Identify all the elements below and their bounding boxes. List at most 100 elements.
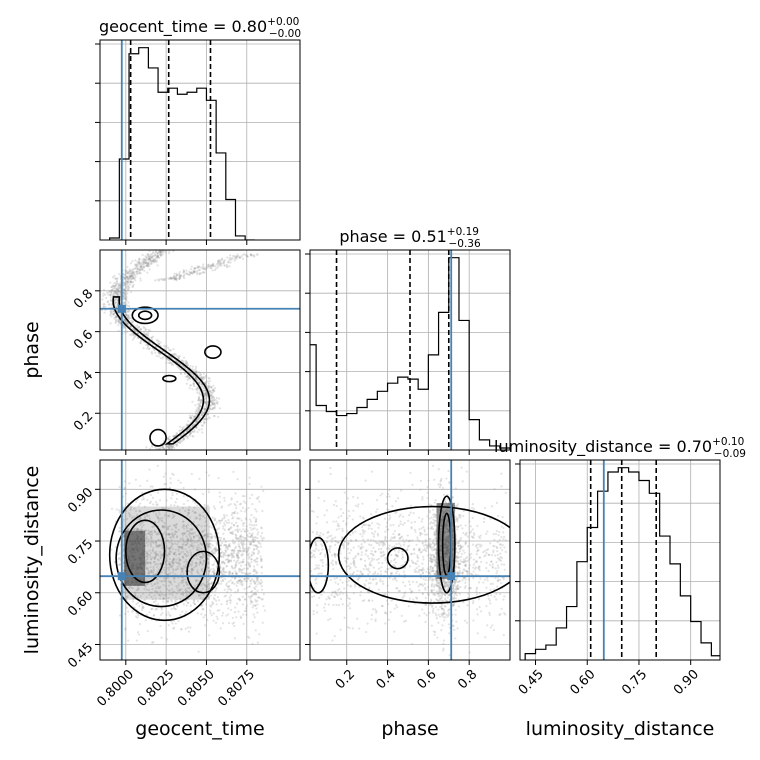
sample-point [149,485,152,488]
sample-point [136,262,139,266]
sample-point [150,545,153,548]
sample-point [385,525,388,528]
sample-point [202,408,205,411]
sample-point [132,333,135,336]
sample-point [246,635,250,638]
sample-point [225,564,229,568]
sample-point [254,593,257,596]
sample-point [196,430,199,434]
sample-point [230,552,233,555]
sample-point [321,548,324,551]
sample-point [197,417,200,420]
sample-point [203,400,207,403]
sample-point [178,276,181,279]
sample-point [123,301,126,304]
sample-point [190,573,193,576]
sample-point [171,277,174,280]
sample-point [168,613,171,616]
sample-point [198,272,201,276]
sample-point [357,503,360,506]
sample-point [217,582,220,585]
sample-point [194,517,197,520]
hist-clip-group [524,460,720,660]
sample-point [154,452,156,454]
sample-point [224,571,227,574]
sample-point [243,567,246,570]
sample-point [251,606,254,609]
sample-point [201,551,204,554]
sample-point [212,263,215,266]
sample-point [148,447,152,450]
sample-point [195,378,198,382]
sample-point [114,301,117,304]
sample-point [205,403,208,406]
sample-point [179,274,182,277]
sample-point [205,391,208,394]
sample-point [248,636,251,639]
sample-point [193,270,196,274]
sample-point [158,513,161,516]
sample-point [434,612,437,615]
sample-point [143,332,146,335]
sample-point [499,546,502,549]
sample-point [145,613,149,616]
sample-point [178,588,181,591]
sample-point [259,545,262,548]
sample-point [145,446,148,449]
sample-point [214,402,217,405]
sample-point [167,566,171,569]
sample-point [135,264,138,267]
sample-point [115,292,118,295]
sample-point [235,616,238,619]
sample-point [118,284,121,287]
sample-point [236,525,239,528]
sample-point [135,602,138,605]
sample-point [405,538,408,542]
sample-point [164,277,167,280]
sample-point [404,584,407,587]
sample-point [402,543,405,546]
sample-point [196,406,199,409]
sample-point [139,339,143,343]
sample-point [197,417,200,420]
sample-point [170,446,173,449]
sample-point [185,368,189,371]
sample-point [213,598,216,601]
sample-point [243,577,247,581]
sample-point [122,296,125,299]
sample-point [139,516,142,519]
sample-point [227,518,230,522]
sample-point [179,368,182,372]
sample-point [161,357,164,360]
sample-point [226,591,229,594]
sample-point [123,331,127,334]
sample-point [225,600,228,603]
sample-point [192,535,196,538]
sample-point [305,521,307,523]
sample-point [160,542,164,545]
sample-point [238,597,241,600]
sample-point [160,453,162,455]
sample-point [220,555,223,558]
sample-point [114,284,117,287]
sample-point [236,517,239,520]
sample-point [496,585,499,588]
sample-point [235,521,238,524]
sample-point [199,272,202,275]
sample-point [170,277,173,280]
sample-point [260,566,263,569]
sample-point [115,279,119,283]
sample-point [168,446,171,449]
sample-point [205,401,208,404]
sample-point [171,516,174,520]
sample-point [115,290,118,293]
sample-point [257,549,260,552]
sample-point [247,506,250,510]
sample-point [230,497,233,500]
sample-point [202,421,206,424]
sample-point [148,593,151,597]
sample-point [493,595,496,598]
sample-point [136,336,140,340]
sample-point [162,450,164,452]
sample-point [153,551,156,554]
